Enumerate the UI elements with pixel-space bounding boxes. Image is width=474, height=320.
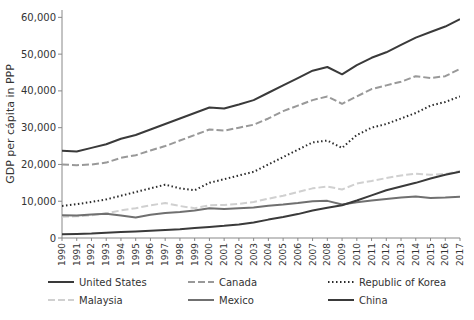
x-tick bbox=[179, 238, 180, 241]
x-tick bbox=[106, 238, 107, 241]
legend-swatch bbox=[48, 299, 74, 301]
x-tick-label: 2010 bbox=[352, 243, 362, 266]
y-tick bbox=[58, 164, 62, 165]
x-tick bbox=[327, 238, 328, 241]
x-tick-label: 2003 bbox=[249, 243, 259, 266]
y-tick-label: 40,000 bbox=[21, 85, 56, 96]
x-tick-label: 1997 bbox=[160, 243, 170, 266]
y-tick-label: 0 bbox=[50, 233, 56, 244]
x-tick bbox=[415, 238, 416, 241]
series-line bbox=[62, 69, 460, 165]
x-tick-label: 2017 bbox=[455, 243, 465, 266]
y-tick bbox=[58, 90, 62, 91]
x-tick bbox=[194, 238, 195, 241]
x-tick bbox=[430, 238, 431, 241]
x-tick bbox=[386, 238, 387, 241]
x-tick-label: 2000 bbox=[204, 243, 214, 266]
y-tick-label: 10,000 bbox=[21, 196, 56, 207]
x-tick-label: 1995 bbox=[131, 243, 141, 266]
x-tick-label: 1994 bbox=[116, 243, 126, 266]
x-tick-label: 2008 bbox=[322, 243, 332, 266]
series-line bbox=[62, 96, 460, 206]
x-tick bbox=[356, 238, 357, 241]
legend-label: Republic of Korea bbox=[359, 277, 446, 288]
x-tick-label: 2012 bbox=[381, 243, 391, 266]
x-tick bbox=[445, 238, 446, 241]
x-tick-label: 2014 bbox=[411, 243, 421, 266]
x-tick-label: 1991 bbox=[72, 243, 82, 266]
x-tick bbox=[312, 238, 313, 241]
x-tick bbox=[253, 238, 254, 241]
x-tick bbox=[238, 238, 239, 241]
x-tick-label: 1993 bbox=[101, 243, 111, 266]
series-line bbox=[62, 171, 460, 217]
x-tick bbox=[120, 238, 121, 241]
legend-swatch bbox=[188, 281, 214, 283]
x-tick-label: 2009 bbox=[337, 243, 347, 266]
y-tick bbox=[58, 238, 62, 239]
x-tick-label: 2006 bbox=[293, 243, 303, 266]
legend-label: China bbox=[359, 295, 388, 306]
x-tick-label: 2007 bbox=[308, 243, 318, 266]
legend-label: Canada bbox=[219, 277, 257, 288]
y-tick-label: 60,000 bbox=[21, 12, 56, 23]
x-tick-label: 1992 bbox=[86, 243, 96, 266]
x-tick bbox=[342, 238, 343, 241]
y-tick-label: 30,000 bbox=[21, 122, 56, 133]
x-tick bbox=[297, 238, 298, 241]
x-tick-label: 1998 bbox=[175, 243, 185, 266]
y-tick-label: 50,000 bbox=[21, 49, 56, 60]
x-tick-label: 1999 bbox=[190, 243, 200, 266]
x-tick-label: 2002 bbox=[234, 243, 244, 266]
y-tick bbox=[58, 127, 62, 128]
x-tick-label: 2016 bbox=[440, 243, 450, 266]
x-axis-line bbox=[62, 238, 460, 239]
series-line bbox=[62, 19, 460, 151]
legend-label: Mexico bbox=[219, 295, 254, 306]
x-tick-label: 1996 bbox=[145, 243, 155, 266]
x-tick bbox=[76, 238, 77, 241]
y-tick bbox=[58, 54, 62, 55]
legend-label: Malaysia bbox=[79, 295, 123, 306]
chart-container: 0 10,000 20,000 30,000 40,000 50,000 60,000 199… bbox=[0, 0, 474, 320]
x-tick-label: 2005 bbox=[278, 243, 288, 266]
x-tick bbox=[165, 238, 166, 241]
x-tick bbox=[209, 238, 210, 241]
legend-swatch bbox=[328, 281, 354, 283]
x-tick bbox=[135, 238, 136, 241]
legend-label: United States bbox=[79, 277, 147, 288]
series-line bbox=[62, 196, 460, 217]
chart-svg: 0 10,000 20,000 30,000 40,000 50,000 60,000 199… bbox=[0, 0, 474, 320]
y-tick bbox=[58, 17, 62, 18]
legend-swatch bbox=[188, 299, 214, 301]
series-lines bbox=[62, 19, 460, 234]
x-tick-label: 1990 bbox=[57, 243, 67, 266]
x-tick-label: 2004 bbox=[263, 243, 273, 266]
y-axis-line bbox=[62, 10, 63, 238]
x-tick bbox=[401, 238, 402, 241]
legend: United States Canada Republic of Korea Mala… bbox=[48, 277, 446, 306]
y-axis-title: GDP per cápita in PPP bbox=[4, 64, 17, 184]
x-tick bbox=[283, 238, 284, 241]
x-tick bbox=[62, 238, 63, 241]
x-tick-label: 2011 bbox=[367, 243, 377, 266]
x-tick bbox=[268, 238, 269, 241]
x-tick bbox=[371, 238, 372, 241]
legend-swatch bbox=[328, 299, 354, 301]
x-tick-label: 2001 bbox=[219, 243, 229, 266]
page: {"chart_data": { "type": "line", "y_labe… bbox=[0, 0, 474, 320]
y-tick bbox=[58, 201, 62, 202]
x-tick bbox=[224, 238, 225, 241]
x-tick bbox=[91, 238, 92, 241]
x-tick-label: 2013 bbox=[396, 243, 406, 266]
legend-swatch bbox=[48, 281, 74, 283]
x-tick bbox=[460, 238, 461, 241]
axes: 0 10,000 20,000 30,000 40,000 50,000 60,000 199… bbox=[21, 10, 465, 266]
x-tick bbox=[150, 238, 151, 241]
y-tick-label: 20,000 bbox=[21, 159, 56, 170]
series-line bbox=[62, 172, 460, 235]
x-tick-label: 2015 bbox=[426, 243, 436, 266]
